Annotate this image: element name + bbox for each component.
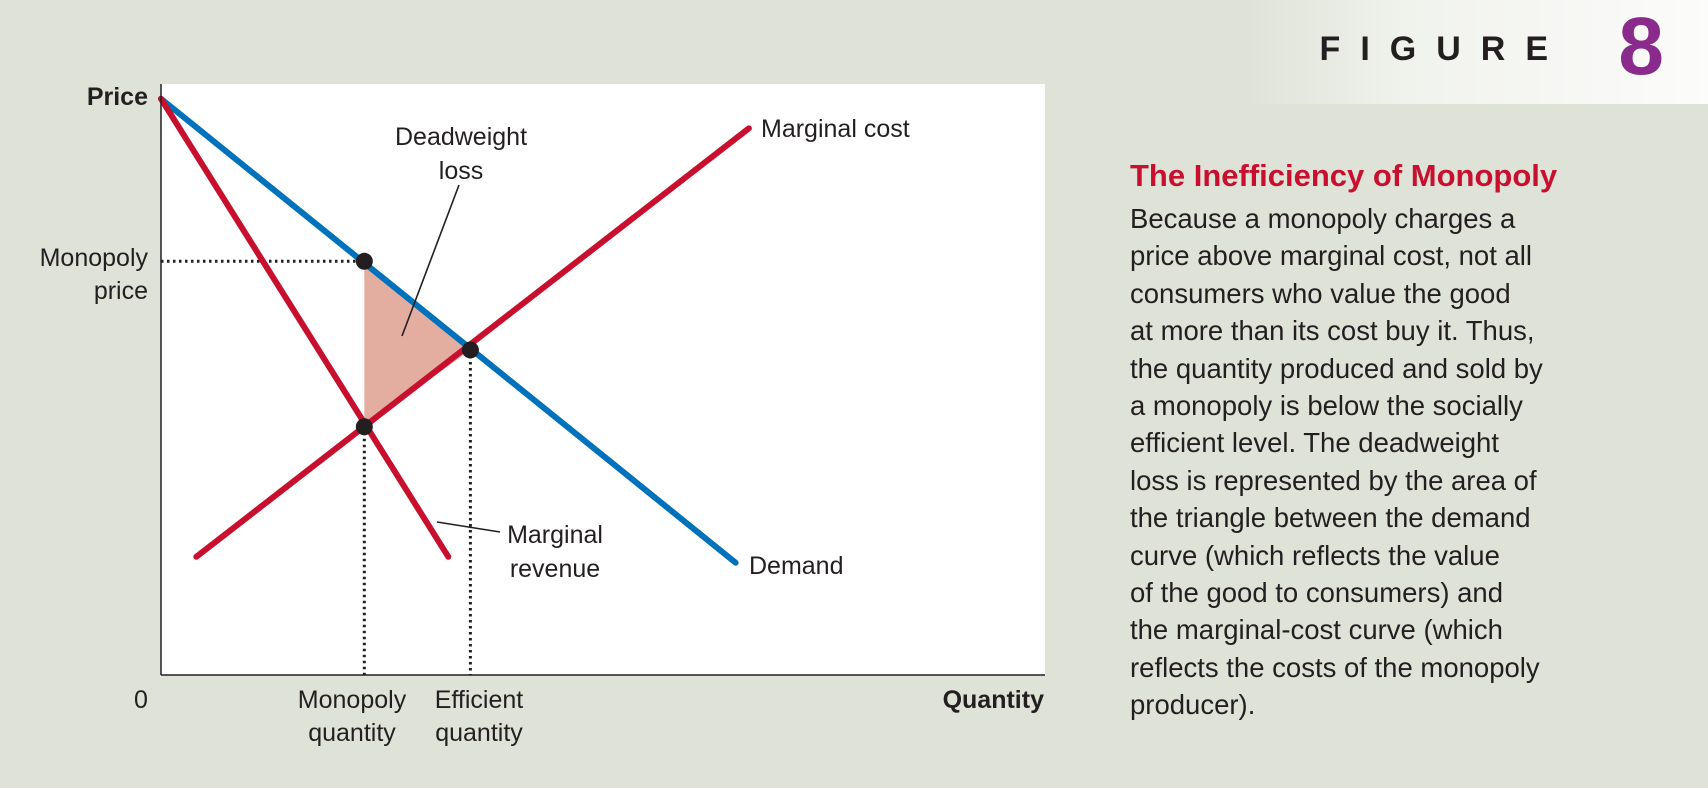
- caption-line: at more than its cost buy it. Thus,: [1130, 315, 1535, 347]
- caption-line: producer).: [1130, 689, 1256, 721]
- caption-line: curve (which reflects the value: [1130, 539, 1500, 571]
- marginal-revenue-label-line-2: revenue: [510, 555, 600, 583]
- caption-line: the triangle between the demand: [1130, 502, 1531, 534]
- marginal-cost-label: Marginal cost: [761, 115, 910, 143]
- y-tick-label-line-2: price: [94, 277, 148, 305]
- origin-label: 0: [134, 686, 148, 714]
- marginal-revenue-leader: [436, 521, 501, 533]
- marginal-revenue-curve: [158, 95, 452, 560]
- plot-area: [161, 84, 1045, 675]
- caption-body: Because a monopoly charges a price above…: [1130, 200, 1690, 724]
- x-tick-monopoly-quantity-line-2: quantity: [308, 719, 396, 747]
- figure-label: FIGURE: [1319, 30, 1568, 68]
- chart-point-0: [355, 252, 373, 270]
- x-axis-label: Quantity: [943, 686, 1044, 714]
- x-tick-efficient-quantity-line-1: Efficient: [435, 686, 524, 714]
- x-tick-efficient-quantity-line-2: quantity: [435, 719, 523, 747]
- caption-line: consumers who value the good: [1130, 277, 1511, 309]
- deadweight-loss-label-line-2: loss: [439, 157, 483, 185]
- deadweight-loss-area: [364, 261, 471, 427]
- y-axis-label: Price: [87, 83, 148, 111]
- caption-line: price above marginal cost, not all: [1130, 240, 1533, 272]
- marginal-revenue-label-line-1: Marginal: [507, 521, 603, 549]
- demand-curve: [158, 95, 739, 566]
- figure-caption: The Inefficiency of Monopoly Because a m…: [1130, 158, 1690, 724]
- figure-number: 8: [1618, 1, 1664, 92]
- caption-title: The Inefficiency of Monopoly: [1130, 158, 1558, 193]
- figure-badge: FIGURE 8: [1248, 0, 1708, 104]
- caption-line: the quantity produced and sold by: [1130, 352, 1543, 384]
- caption-line: a monopoly is below the socially: [1130, 390, 1523, 422]
- chart-point-2: [355, 418, 373, 436]
- caption-line: loss is represented by the area of: [1130, 464, 1537, 496]
- deadweight-loss-label-line-1: Deadweight: [395, 123, 527, 151]
- caption-line: Because a monopoly charges a: [1130, 203, 1516, 234]
- caption-line: of the good to consumers) and: [1130, 577, 1504, 609]
- x-tick-monopoly-quantity-line-1: Monopoly: [298, 686, 407, 714]
- caption-line: the marginal-cost curve (which: [1130, 614, 1503, 646]
- monopoly-chart: Price Quantity 0 Monopoly price Monopoly…: [40, 83, 1045, 747]
- caption-line: reflects the costs of the monopoly: [1130, 651, 1540, 683]
- demand-label: Demand: [749, 552, 844, 580]
- deadweight-loss-leader: [401, 184, 460, 337]
- chart-point-1: [461, 341, 479, 359]
- caption-line: efficient level. The deadweight: [1130, 427, 1499, 459]
- y-tick-label-line-1: Monopoly: [40, 244, 149, 272]
